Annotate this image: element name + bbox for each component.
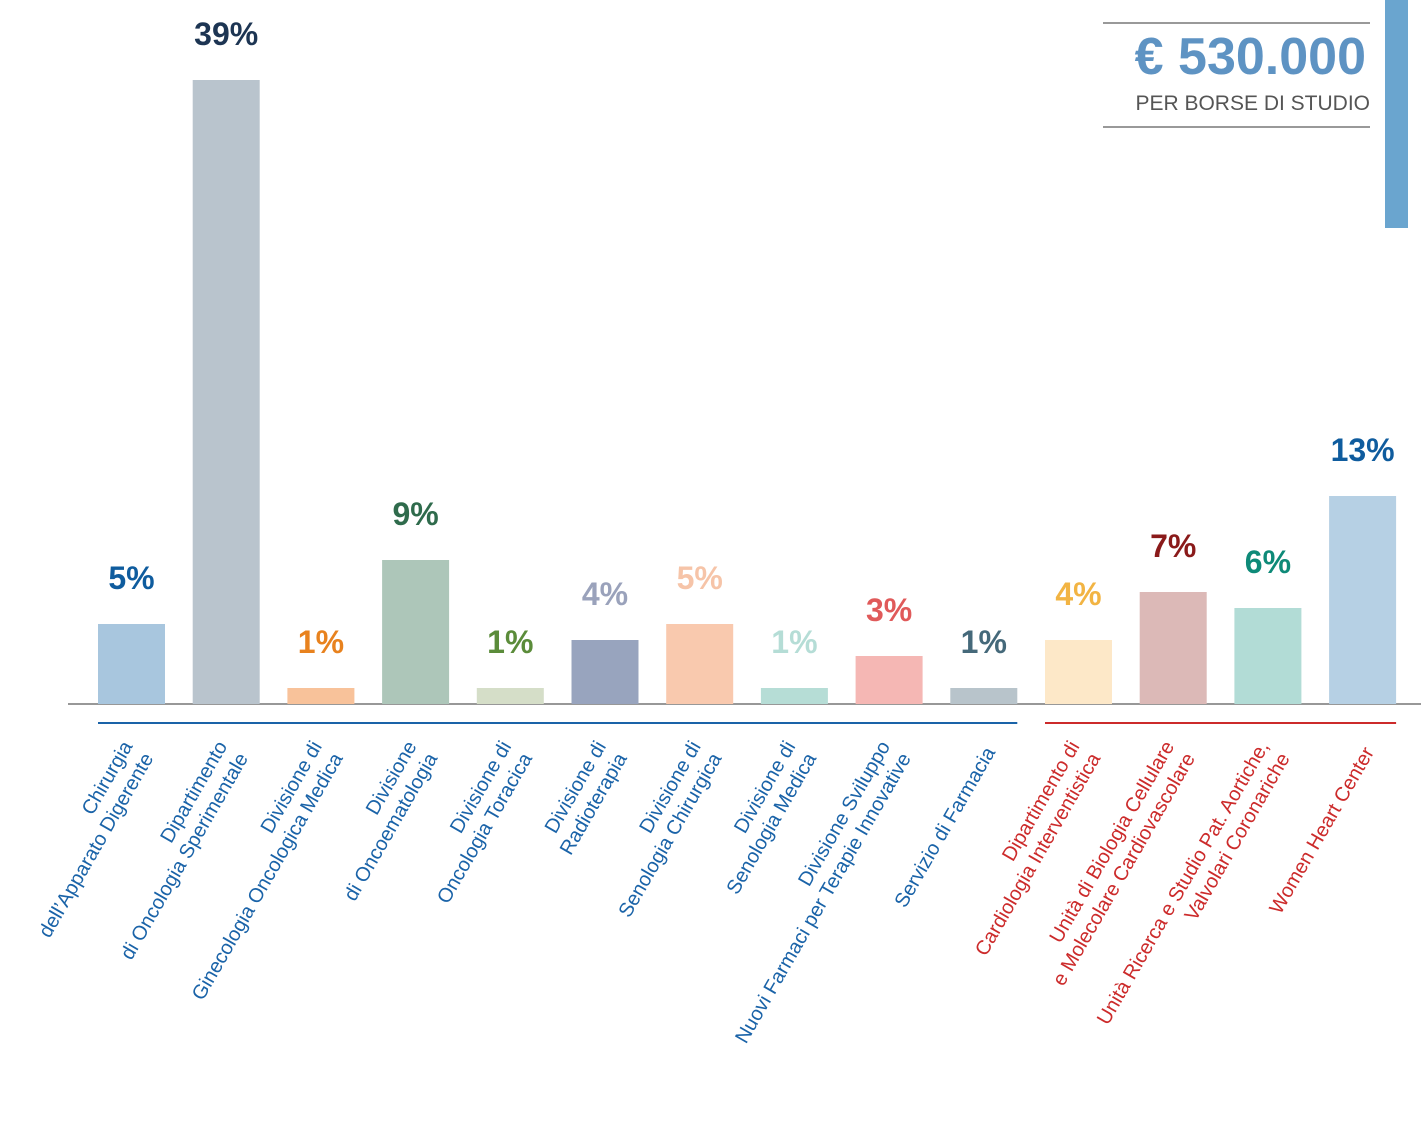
value-label: 1% bbox=[771, 624, 817, 660]
accent-bar bbox=[1385, 0, 1408, 228]
bar bbox=[382, 560, 450, 704]
category-label: Divisione diRadioterapia bbox=[535, 737, 632, 859]
bar bbox=[855, 656, 923, 704]
bar bbox=[1234, 608, 1302, 704]
value-label: 6% bbox=[1245, 544, 1291, 580]
bar bbox=[287, 688, 355, 704]
bar bbox=[98, 624, 165, 704]
bar bbox=[1329, 496, 1397, 704]
bar bbox=[760, 688, 828, 704]
bar bbox=[476, 688, 544, 704]
bar bbox=[192, 80, 260, 704]
value-label: 4% bbox=[1055, 576, 1101, 612]
amount: € 530.000 bbox=[1135, 28, 1366, 86]
caption: PER BORSE DI STUDIO bbox=[1135, 92, 1370, 115]
bar bbox=[666, 624, 734, 704]
value-label: 1% bbox=[298, 624, 344, 660]
value-label: 4% bbox=[582, 576, 628, 612]
value-label: 13% bbox=[1331, 432, 1395, 468]
value-label: 5% bbox=[108, 560, 154, 596]
value-label: 3% bbox=[866, 592, 912, 628]
category-label: Chirurgiadell’Apparato Digerente bbox=[14, 737, 159, 942]
bar bbox=[1045, 640, 1112, 704]
bar bbox=[1139, 592, 1207, 704]
value-label: 7% bbox=[1150, 528, 1196, 564]
value-label: 1% bbox=[487, 624, 533, 660]
value-label: 9% bbox=[392, 496, 438, 532]
value-label: 39% bbox=[194, 16, 258, 52]
value-label: 5% bbox=[677, 560, 723, 596]
bar bbox=[571, 640, 639, 704]
value-label: 1% bbox=[961, 624, 1007, 660]
bar bbox=[950, 688, 1018, 704]
